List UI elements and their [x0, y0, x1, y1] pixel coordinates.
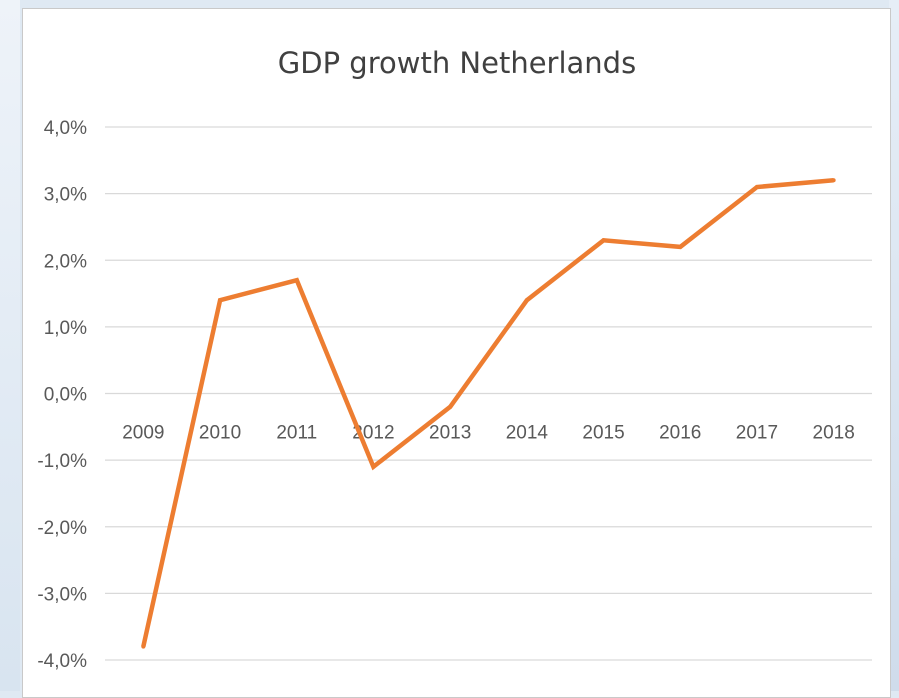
data-point — [218, 298, 223, 303]
y-tick-label: 3,0% — [44, 185, 87, 206]
y-tick-label: -3,0% — [37, 584, 87, 605]
data-point — [754, 184, 759, 189]
data-point — [294, 278, 299, 283]
x-axis-tick-labels: 2009 2010 2011 2012 2013 2014 2015 2016 2017 2018 — [122, 423, 855, 444]
y-tick-label: 2,0% — [44, 251, 87, 272]
x-tick-label: 2010 — [199, 423, 241, 444]
chart-frame — [22, 8, 891, 698]
x-tick-label: 2014 — [506, 423, 549, 444]
y-tick-label: -2,0% — [37, 518, 87, 539]
y-tick-label: -4,0% — [37, 651, 87, 672]
x-tick-label: 2016 — [659, 423, 701, 444]
gridlines — [105, 126, 872, 661]
x-tick-label: 2017 — [736, 423, 778, 444]
data-point — [371, 464, 376, 469]
x-tick-label: 2015 — [582, 423, 624, 444]
y-axis-tick-labels: 4,0% 3,0% 2,0% 1,0% 0,0% -1,0% -2,0% -3,0% -4,0% — [37, 118, 87, 672]
x-tick-label: 2011 — [276, 423, 317, 444]
y-tick-label: -1,0% — [37, 451, 87, 472]
background-right — [889, 0, 899, 691]
data-point — [678, 244, 683, 249]
x-tick-label: 2018 — [813, 423, 855, 444]
chart-title: GDP growth Netherlands — [278, 46, 636, 80]
data-point — [601, 238, 606, 243]
y-tick-label: 1,0% — [44, 318, 87, 339]
y-tick-label: 4,0% — [44, 118, 87, 139]
x-tick-label: 2013 — [429, 423, 471, 444]
data-point — [524, 298, 529, 303]
data-point — [831, 178, 836, 183]
series-layer — [141, 178, 836, 649]
data-point — [448, 404, 453, 409]
data-point — [141, 644, 146, 649]
x-tick-label: 2009 — [122, 423, 164, 444]
background-left — [0, 0, 20, 691]
y-tick-label: 0,0% — [44, 385, 87, 406]
series-line — [141, 178, 834, 648]
